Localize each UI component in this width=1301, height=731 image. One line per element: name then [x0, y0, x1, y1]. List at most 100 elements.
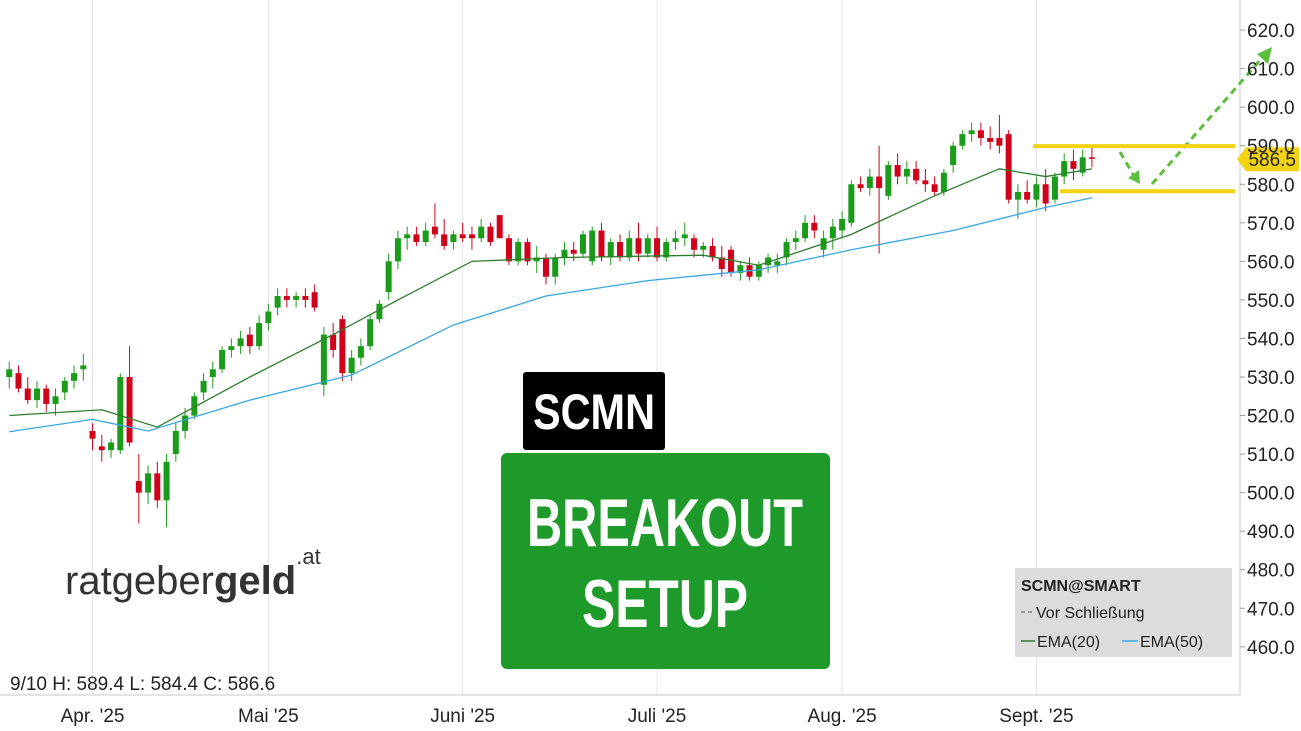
candle-body [663, 242, 670, 258]
candle-body [274, 296, 281, 308]
candle-body [968, 130, 975, 135]
y-tick-label: 460.0 [1247, 638, 1295, 659]
candle-body [524, 242, 531, 262]
candle-body [617, 242, 623, 258]
y-tick-label: 520.0 [1247, 407, 1295, 428]
candle-body [848, 184, 855, 223]
x-tick-label: Sept. '25 [999, 706, 1073, 727]
setup-badge [501, 453, 830, 669]
x-tick-label: Aug. '25 [808, 706, 877, 727]
candle-body [1024, 191, 1031, 200]
candle-body [265, 311, 272, 324]
ticker-badge-text: SCMN [533, 384, 655, 440]
candle-body [34, 388, 41, 401]
setup-arrows [1118, 57, 1264, 185]
candle-body [283, 296, 290, 300]
candle-body [533, 257, 540, 262]
y-tick-label: 550.0 [1247, 291, 1295, 312]
legend: SCMN@SMART Vor Schließung EMA(20) EMA(50… [1015, 568, 1232, 657]
candle-body [1033, 184, 1040, 200]
candle-body [413, 234, 420, 243]
arrow-head [1257, 47, 1272, 64]
x-tick-label: Apr. '25 [61, 706, 125, 727]
legend-entry: SCMN@SMART [1021, 578, 1141, 595]
candle-body [691, 238, 698, 250]
candle-body [644, 238, 651, 254]
candle-body [1014, 191, 1021, 200]
candle-body [367, 319, 374, 347]
candle-body [839, 218, 846, 231]
candle-body [126, 376, 133, 443]
candle-body [200, 380, 207, 393]
candle-body [145, 473, 152, 493]
candle-body [728, 249, 735, 273]
candle-body [931, 184, 938, 192]
candle-body [357, 346, 364, 358]
candle-body [579, 234, 586, 254]
candle-body [700, 245, 707, 250]
pullback-arrow [1118, 151, 1136, 177]
x-tick-label: Juni '25 [430, 706, 495, 727]
candle-body [117, 376, 124, 451]
candle-body [866, 176, 873, 189]
candle-body [950, 145, 957, 165]
candle-body [570, 249, 577, 254]
y-tick-label: 480.0 [1247, 561, 1295, 582]
candle-body [977, 130, 984, 138]
candle-body [894, 164, 901, 177]
candle-body [191, 396, 198, 416]
candle-body [672, 238, 679, 243]
candle-body [765, 257, 772, 266]
ema-line [9, 197, 1093, 433]
candle-body [320, 334, 327, 385]
candle-body [1061, 161, 1068, 177]
candle-body [607, 242, 614, 258]
y-tick-label: 560.0 [1247, 252, 1295, 273]
candle-body [654, 238, 661, 258]
candle-body [348, 357, 355, 374]
y-tick-label: 530.0 [1247, 368, 1295, 389]
candle-body [219, 350, 226, 370]
candle-body [237, 338, 244, 347]
candle-body [959, 134, 966, 146]
candle-body [431, 226, 438, 235]
candle-body [681, 234, 688, 239]
x-tick-label: Juli '25 [628, 706, 687, 727]
candle-body [792, 238, 799, 243]
candle-body [922, 180, 929, 185]
candle-body [6, 369, 13, 377]
candle-body [996, 137, 1003, 146]
candle-body [1079, 157, 1086, 173]
logo-light: ratgeber [65, 559, 214, 603]
setup-label: SETUP [582, 566, 748, 642]
y-tick-label: 600.0 [1247, 98, 1295, 119]
candle-body [987, 137, 994, 142]
candle-body [209, 369, 216, 377]
candle-body [422, 230, 429, 243]
candle-body [718, 257, 725, 270]
y-tick-label: 540.0 [1247, 329, 1295, 350]
breakout-arrow [1150, 57, 1264, 185]
setup-label: BREAKOUT [527, 485, 803, 561]
candle-body [1005, 134, 1012, 200]
candle-body [940, 172, 947, 192]
candle-body [293, 296, 300, 300]
ohlc-info: 9/10 H: 589.4 L: 584.4 C: 586.6 [10, 674, 275, 695]
overlay: 586.5 [1033, 144, 1299, 194]
candle-body [802, 222, 809, 239]
candle-body [154, 473, 161, 501]
candle-body [24, 388, 31, 401]
y-tick-label: 570.0 [1247, 214, 1295, 235]
candle-body [561, 249, 568, 258]
candle-body [913, 168, 920, 181]
candle-body [876, 176, 883, 189]
logo-suffix: .at [296, 544, 320, 569]
candle-body [885, 164, 892, 196]
last-price-tag [1237, 147, 1299, 172]
legend-box [1015, 568, 1232, 657]
y-tick-label: 490.0 [1247, 522, 1295, 543]
candle-body [783, 242, 790, 258]
candle-body [52, 396, 59, 404]
candle-body [311, 292, 318, 308]
